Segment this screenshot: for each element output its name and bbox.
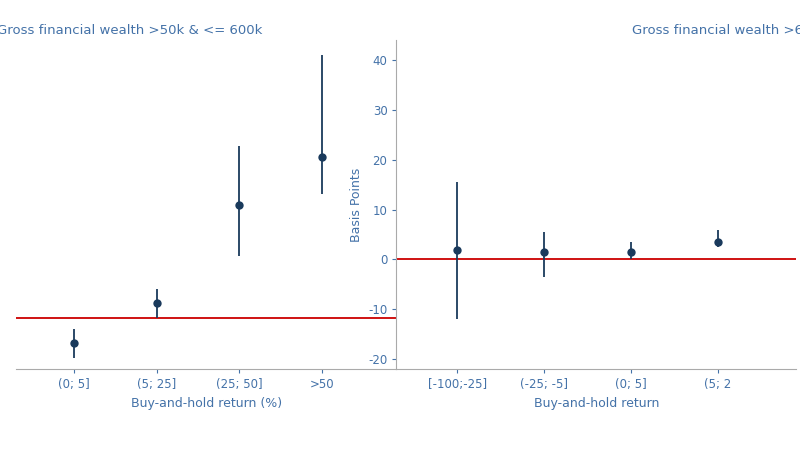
Y-axis label: Basis Points: Basis Points — [350, 168, 362, 242]
Text: Gross financial wealth >600k: Gross financial wealth >600k — [633, 23, 800, 36]
X-axis label: Buy-and-hold return: Buy-and-hold return — [534, 396, 659, 410]
X-axis label: Buy-and-hold return (%): Buy-and-hold return (%) — [130, 396, 282, 410]
Text: Gross financial wealth >50k & <= 600k: Gross financial wealth >50k & <= 600k — [0, 23, 262, 36]
